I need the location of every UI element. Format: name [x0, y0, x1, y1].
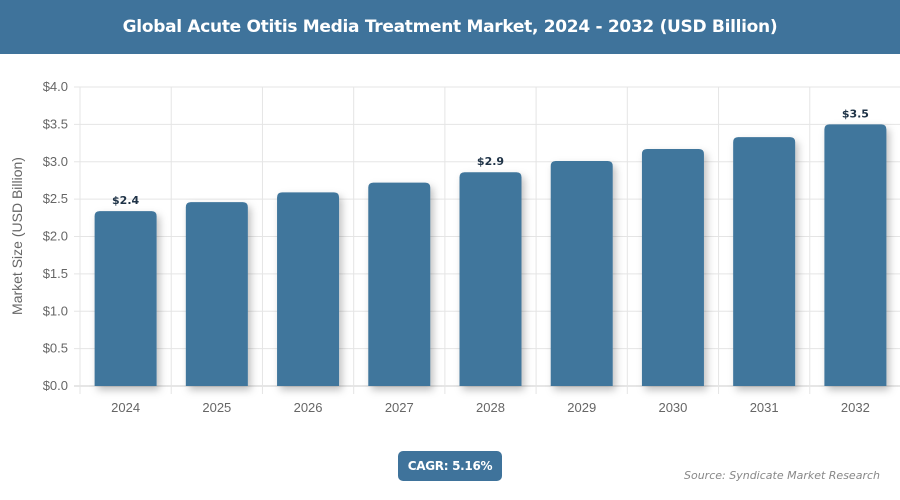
x-tick-label: 2024: [111, 400, 140, 415]
x-tick-label: 2025: [202, 400, 231, 415]
y-tick-label: $1.5: [43, 266, 68, 281]
y-axis-label: Market Size (USD Billion): [9, 157, 25, 315]
x-tick-label: 2032: [841, 400, 870, 415]
x-tick-label: 2026: [294, 400, 323, 415]
x-tick-label: 2028: [476, 400, 505, 415]
bar-2032[interactable]: [824, 124, 887, 386]
bar-2030[interactable]: [641, 149, 704, 386]
chart-title: Global Acute Otitis Media Treatment Mark…: [0, 0, 900, 54]
bar-2025[interactable]: [185, 202, 248, 386]
x-tick-label: 2027: [385, 400, 414, 415]
cagr-badge: CAGR: 5.16%: [398, 451, 502, 481]
x-tick-label: 2029: [567, 400, 596, 415]
data-label-2028: $2.9: [477, 155, 504, 168]
y-tick-label: $4.0: [43, 79, 68, 94]
bar-2031[interactable]: [733, 137, 796, 386]
y-tick-label: $3.5: [43, 116, 68, 131]
source-note: Source: Syndicate Market Research: [684, 469, 880, 482]
x-tick-label: 2031: [750, 400, 779, 415]
bar-2028[interactable]: [459, 172, 522, 386]
y-tick-label: $3.0: [43, 154, 68, 169]
y-tick-label: $0.5: [43, 341, 68, 356]
x-tick-label: 2030: [658, 400, 687, 415]
bar-2029[interactable]: [550, 161, 613, 386]
y-tick-label: $0.0: [43, 378, 68, 393]
y-tick-label: $2.5: [43, 191, 68, 206]
bar-2026[interactable]: [277, 192, 340, 386]
data-label-2024: $2.4: [112, 194, 139, 207]
y-tick-label: $1.0: [43, 303, 68, 318]
y-tick-label: $2.0: [43, 229, 68, 244]
bar-2027[interactable]: [368, 182, 431, 386]
bar-2024[interactable]: [94, 211, 157, 386]
data-label-2032: $3.5: [842, 107, 869, 120]
